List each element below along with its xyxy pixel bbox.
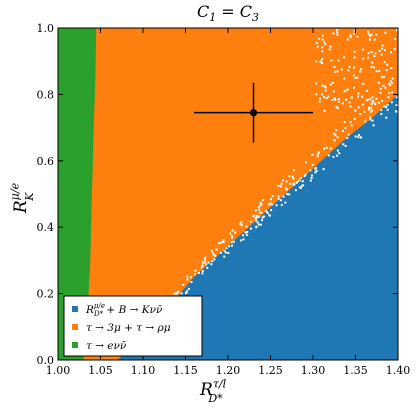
legend-marker — [72, 306, 78, 312]
x-tick-label: 1.20 — [216, 364, 241, 377]
y-tick-label: 0.0 — [37, 354, 55, 367]
y-tick-label: 1.0 — [37, 22, 55, 35]
x-tick-label: 1.40 — [386, 364, 411, 377]
y-tick-label: 0.8 — [37, 88, 55, 101]
data-point — [249, 109, 258, 117]
y-tick-label: 0.2 — [37, 288, 55, 301]
legend-label: Rμ/e D* + B → Kνν̄ — [85, 302, 163, 318]
chart-title: C1 = C3 — [197, 2, 259, 24]
x-tick-label: 1.25 — [258, 364, 283, 377]
axes: 1.00 1.05 1.10 1.15 1.20 1.25 1.30 1.35 1.40 0.0 0… — [37, 22, 411, 377]
x-axis-label: Rτ/l D* — [199, 377, 227, 404]
x-tick-label: 1.00 — [46, 364, 71, 377]
legend: Rμ/e D* + B → Kνν̄ τ → 3μ + τ → ρμ τ → eνν̄ — [63, 295, 203, 357]
x-tick-label: 1.30 — [301, 364, 326, 377]
legend-label: τ → eνν̄ — [86, 340, 127, 352]
legend-marker — [72, 324, 78, 330]
region-tau-e-nunu — [58, 28, 97, 360]
region-rd-bknunu — [117, 94, 398, 360]
x-tick-label: 1.05 — [88, 364, 113, 377]
x-tick-label: 1.15 — [173, 364, 198, 377]
x-tick-label: 1.10 — [131, 364, 156, 377]
legend-marker — [72, 342, 78, 348]
legend-box — [63, 295, 203, 357]
y-tick-label: 0.4 — [37, 221, 55, 234]
y-axis-label: Rμ/eK — [8, 182, 35, 214]
legend-label: τ → 3μ + τ → ρμ — [86, 322, 171, 334]
y-tick-label: 0.6 — [37, 155, 55, 168]
x-tick-label: 1.35 — [343, 364, 368, 377]
axis-labels: Rτ/l D* Rμ/eK — [8, 182, 226, 404]
